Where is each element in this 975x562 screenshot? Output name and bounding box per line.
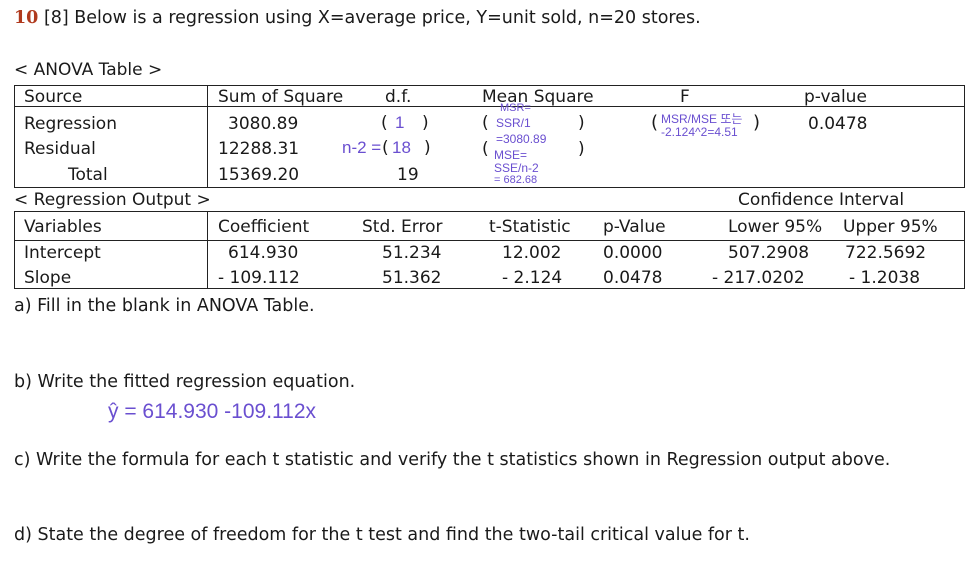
ms-residual-close-paren: ) <box>578 139 585 159</box>
f-close-paren: ) <box>753 112 761 133</box>
anova-divider <box>207 85 208 188</box>
question-number: 10 <box>14 8 39 28</box>
question-text: [8] Below is a regression using X=averag… <box>43 8 701 28</box>
reg-slope-upper: - 1.2038 <box>849 268 921 288</box>
f-line2: -2.124^2=4.51 <box>661 125 738 139</box>
ms-residual-line3: = 682.68 <box>494 174 538 186</box>
anova-header-df: d.f. <box>385 87 412 107</box>
reg-intercept-upper: 722.5692 <box>845 243 927 263</box>
reg-header-tstat: t-Statistic <box>489 217 571 237</box>
ms-regression-line1: MSR= <box>500 102 531 114</box>
reg-intercept-coef: 614.930 <box>228 243 299 263</box>
part-a: a) Fill in the blank in ANOVA Table. <box>14 296 315 316</box>
regression-header-rule <box>14 240 965 241</box>
anova-header-rule <box>14 106 965 107</box>
df-residual-formula: n-2 = <box>342 138 382 157</box>
reg-header-coefficient: Coefficient <box>218 217 310 237</box>
anova-ss-regression: 3080.89 <box>228 114 299 134</box>
reg-slope-p: 0.0478 <box>603 268 663 288</box>
anova-header-pvalue: p-value <box>804 87 867 107</box>
reg-slope-coef: - 109.112 <box>218 268 300 288</box>
answer-b: ŷ = 614.930 -109.112x <box>108 400 317 423</box>
f-open-paren: ( <box>651 112 659 133</box>
reg-slope-se: 51.362 <box>382 268 442 288</box>
df-regression-open-paren: ( <box>381 113 388 133</box>
df-residual-close-paren: ) <box>424 138 431 158</box>
anova-header-f: F <box>680 87 690 107</box>
ms-residual-line1: MSE= <box>494 148 528 162</box>
reg-intercept-lower: 507.2908 <box>728 243 810 263</box>
part-c: c) Write the formula for each t statisti… <box>14 450 891 470</box>
reg-slope-lower: - 217.0202 <box>712 268 805 288</box>
regression-divider <box>207 211 208 289</box>
ms-regression-open-paren: ( <box>482 113 489 133</box>
reg-header-pvalue: p-Value <box>603 217 666 237</box>
reg-header-lower: Lower 95% <box>728 217 823 237</box>
reg-intercept-p: 0.0000 <box>603 243 663 263</box>
reg-slope-label: Slope <box>24 268 72 288</box>
anova-ss-total: 15369.20 <box>218 165 300 185</box>
anova-pvalue: 0.0478 <box>808 114 868 134</box>
anova-header-source: Source <box>24 87 83 107</box>
anova-table <box>14 85 965 188</box>
reg-slope-t: - 2.124 <box>502 268 563 288</box>
anova-header-ss: Sum of Square <box>218 87 344 107</box>
reg-header-stderr: Std. Error <box>362 217 443 237</box>
ms-regression-close-paren: ) <box>578 113 585 133</box>
anova-header-ms: Mean Square <box>482 87 594 107</box>
df-residual-answer: 18 <box>392 138 411 157</box>
anova-title: < ANOVA Table > <box>14 60 163 80</box>
anova-source-total: Total <box>68 165 108 185</box>
df-regression-answer: 1 <box>395 113 405 132</box>
ms-residual-open-paren: ( <box>482 139 489 159</box>
anova-ss-residual: 12288.31 <box>218 139 300 159</box>
anova-source-residual: Residual <box>24 139 96 159</box>
part-b: b) Write the fitted regression equation. <box>14 372 356 392</box>
df-residual-open-paren: ( <box>382 138 389 158</box>
reg-intercept-se: 51.234 <box>382 243 442 263</box>
ms-regression-line3: =3080.89 <box>496 132 547 146</box>
ms-residual-line2: SSE/n-2 <box>494 161 539 175</box>
ms-regression-line2: SSR/1 <box>496 116 531 130</box>
regression-title: < Regression Output > <box>14 190 211 210</box>
reg-intercept-label: Intercept <box>24 243 101 263</box>
regression-table <box>14 211 965 289</box>
question-header: 10 [8] Below is a regression using X=ave… <box>14 8 701 28</box>
part-d: d) State the degree of freedom for the t… <box>14 525 750 545</box>
reg-header-upper: Upper 95% <box>843 217 938 237</box>
f-line1: MSR/MSE 또는 <box>661 112 743 126</box>
reg-header-variables: Variables <box>24 217 102 237</box>
reg-intercept-t: 12.002 <box>502 243 562 263</box>
df-total: 19 <box>397 165 419 185</box>
anova-source-regression: Regression <box>24 114 117 134</box>
df-regression-close-paren: ) <box>422 113 429 133</box>
confidence-interval-label: Confidence Interval <box>738 190 905 210</box>
